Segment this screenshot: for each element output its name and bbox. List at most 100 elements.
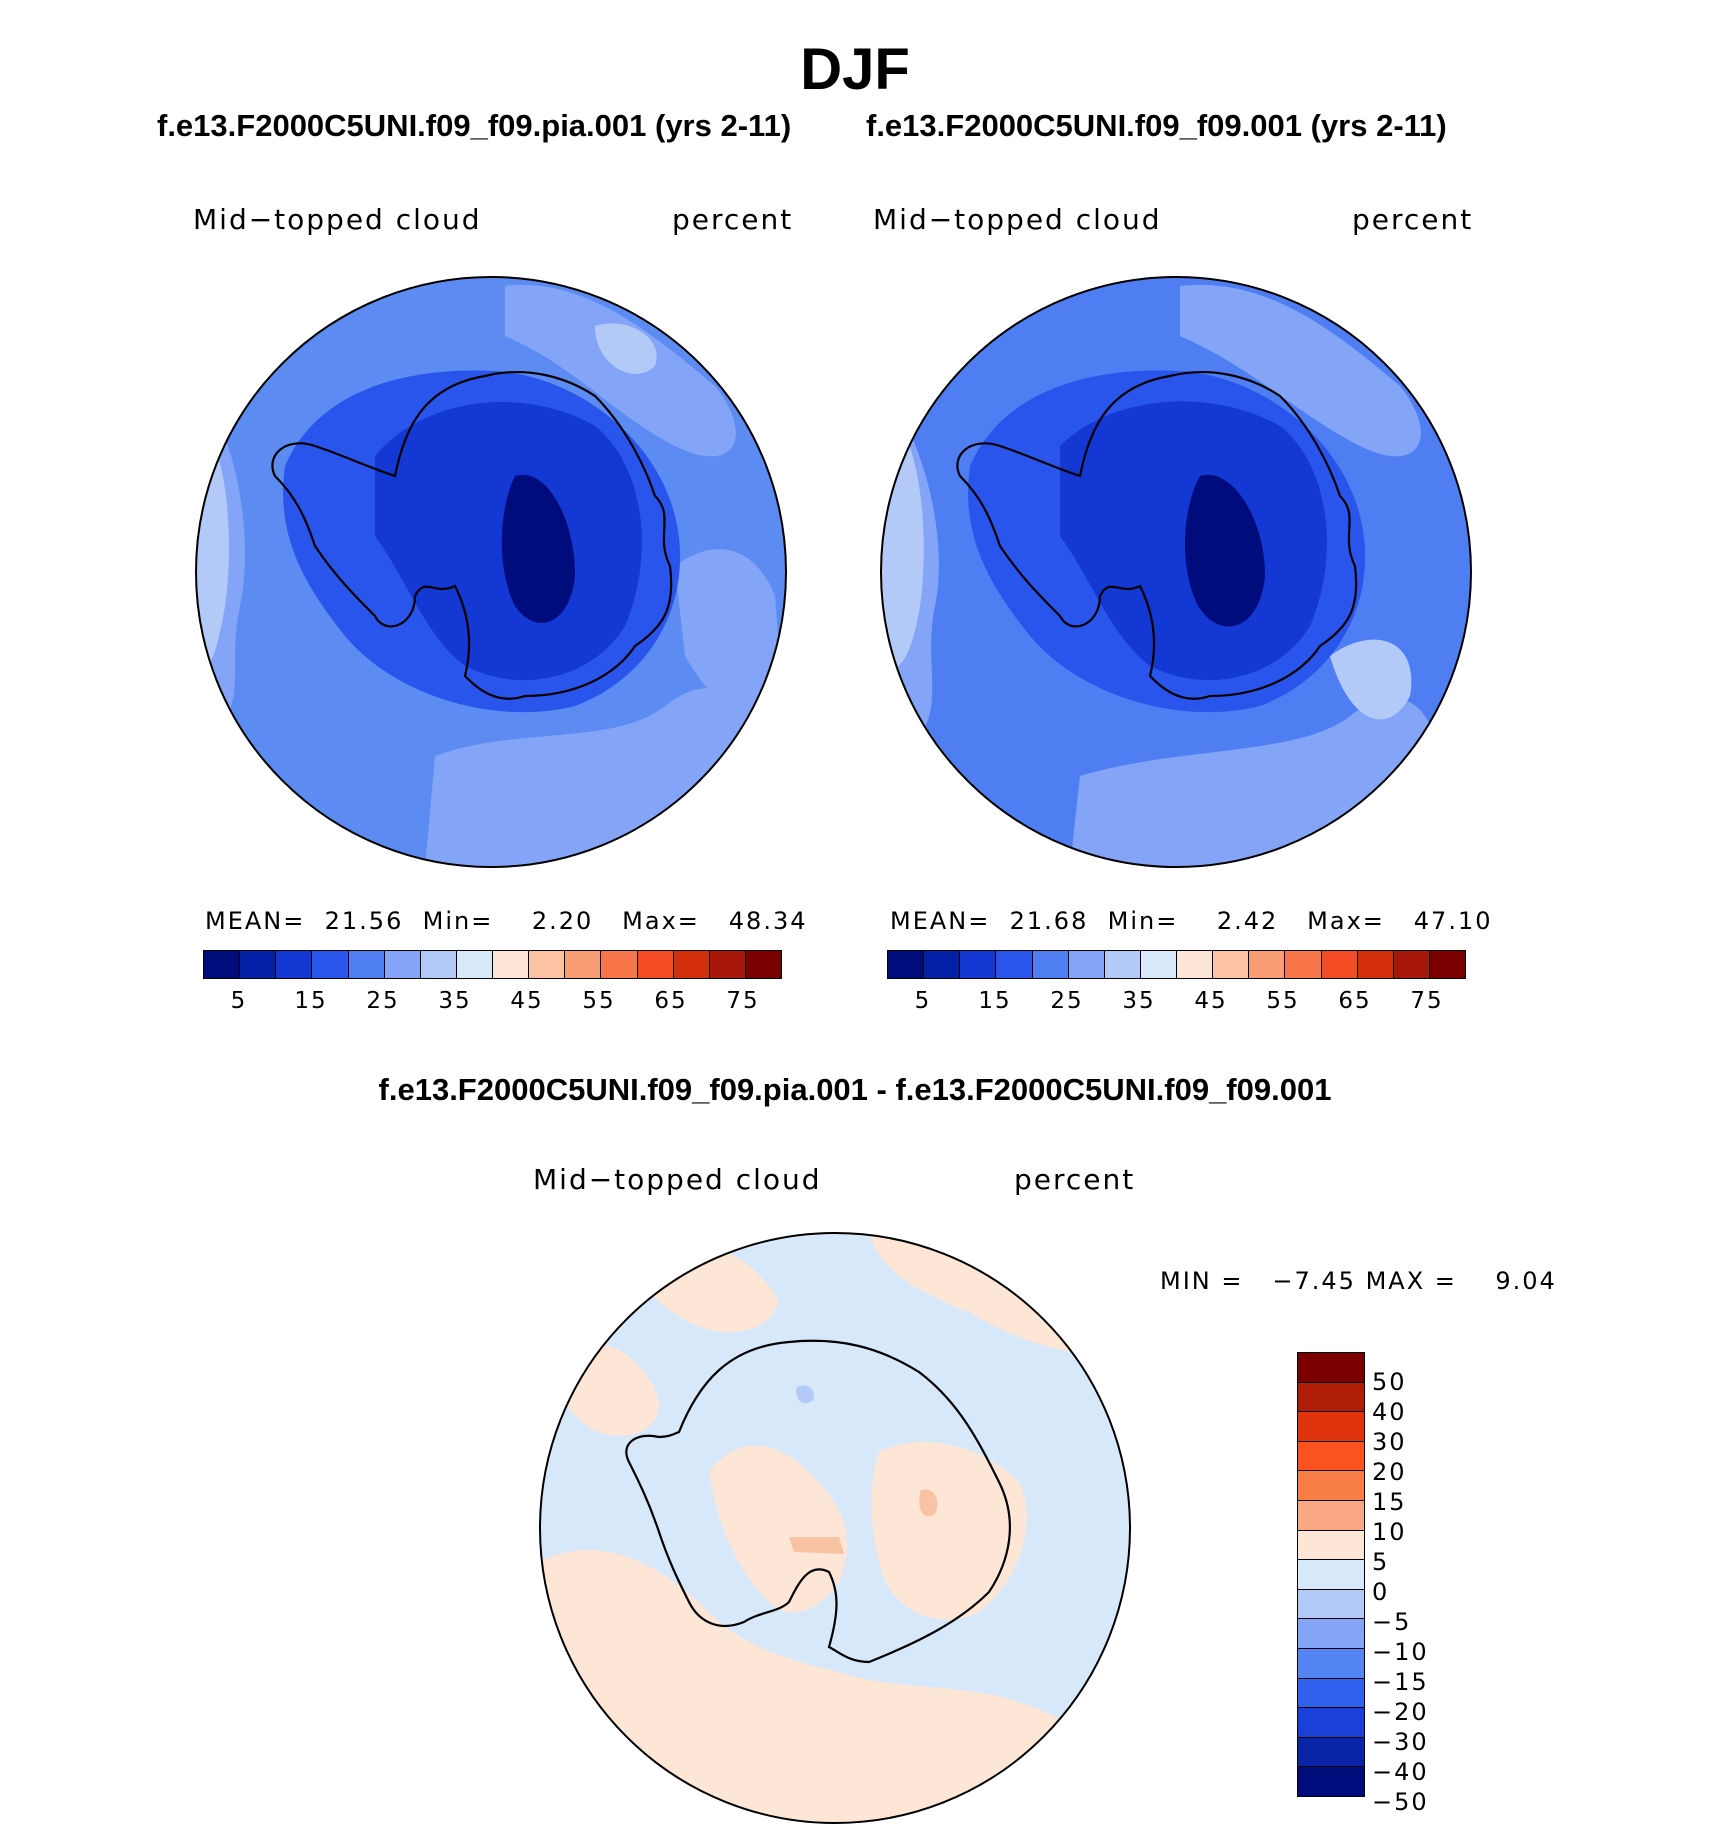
panel-1-mean-value: 21.56 [324, 907, 404, 935]
difference-max-value: 9.04 [1495, 1267, 1557, 1295]
colorbar-swatch [420, 951, 457, 978]
colorbar-tick-label: 15 [294, 988, 328, 1014]
panel-2-max-value: 47.10 [1413, 907, 1493, 935]
colorbar-swatch [1213, 951, 1250, 978]
colorbar-swatch [996, 951, 1033, 978]
colorbar-swatch [709, 951, 746, 978]
panel-2-min-value: 2.42 [1216, 907, 1279, 935]
colorbar-swatch [1032, 951, 1069, 978]
colorbar-swatch [204, 951, 241, 978]
difference-colorbar-tick-label: −10 [1372, 1638, 1429, 1666]
difference-colorbar-swatch [1298, 1708, 1364, 1738]
colorbar-swatch [888, 951, 925, 978]
panel-1-colorbar-ticks: 5 15 25 35 45 55 65 75 [203, 988, 780, 1018]
colorbar-swatch [312, 951, 349, 978]
difference-colorbar-tick-label: 50 [1372, 1368, 1407, 1396]
panel-1-max-value: 48.34 [728, 907, 808, 935]
difference-colorbar-tick-label: 0 [1372, 1578, 1390, 1606]
colorbar-tick-label: 45 [1194, 988, 1228, 1014]
difference-colorbar-swatch [1298, 1471, 1364, 1501]
colorbar-swatch [1357, 951, 1394, 978]
panel-1-coastline [271, 370, 673, 700]
panel-1-max-label: Max= [622, 907, 700, 935]
colorbar-tick-label: 25 [366, 988, 400, 1014]
colorbar-tick-label: 65 [1338, 988, 1372, 1014]
difference-hot-region [789, 1537, 844, 1554]
colorbar-tick-label: 55 [582, 988, 616, 1014]
panel-1-colorbar [203, 950, 782, 979]
colorbar-tick-label: 35 [1122, 988, 1156, 1014]
difference-warm-region [540, 1550, 1130, 1823]
colorbar-tick-label: 25 [1050, 988, 1084, 1014]
panel-1-stats: MEAN= 21.56 Min= 2.20 Max= 48.34 [205, 907, 808, 935]
difference-min-label: MIN = [1160, 1267, 1244, 1295]
colorbar-swatch [529, 951, 566, 978]
colorbar-swatch [1321, 951, 1358, 978]
difference-colorbar-tick-label: −40 [1372, 1758, 1429, 1786]
difference-colorbar-tick-label: 40 [1372, 1398, 1407, 1426]
difference-colorbar-tick-label: 15 [1372, 1488, 1407, 1516]
difference-colorbar-swatch [1298, 1619, 1364, 1649]
panel-2-core [1185, 474, 1265, 627]
colorbar-swatch [1393, 951, 1430, 978]
difference-colorbar-swatch [1298, 1441, 1364, 1472]
colorbar-swatch [1249, 951, 1286, 978]
difference-max-label: MAX = [1365, 1267, 1457, 1295]
difference-colorbar-ticks: 50 40 30 20 15 10 5 0 −5 −10 −15 −20 −30… [1372, 1352, 1492, 1816]
colorbar-tick-label: 45 [510, 988, 544, 1014]
colorbar-tick-label: 75 [726, 988, 760, 1014]
difference-variable-label: Mid−topped cloud [533, 1163, 822, 1196]
colorbar-tick-label: 75 [1410, 988, 1444, 1014]
colorbar-swatch [960, 951, 997, 978]
difference-cool-region [796, 1385, 814, 1404]
difference-warm-region [871, 1442, 1027, 1620]
difference-coastline [625, 1339, 1011, 1664]
colorbar-swatch [240, 951, 277, 978]
panel-1-mean-label: MEAN= [205, 907, 306, 935]
difference-colorbar-tick-label: −50 [1372, 1788, 1429, 1816]
colorbar-swatch [565, 951, 602, 978]
difference-colorbar-swatch [1298, 1648, 1364, 1679]
panel-2-polar-map [880, 276, 1472, 868]
colorbar-swatch [601, 951, 638, 978]
colorbar-swatch [637, 951, 674, 978]
difference-colorbar-tick-label: −30 [1372, 1728, 1429, 1756]
panel-1-min-label: Min= [422, 907, 494, 935]
difference-colorbar-tick-label: −15 [1372, 1668, 1429, 1696]
difference-colorbar [1297, 1352, 1365, 1797]
colorbar-swatch [1140, 951, 1177, 978]
panel-1-units-label: percent [672, 203, 794, 236]
panel-1-pale-region [505, 284, 736, 457]
colorbar-swatch [1104, 951, 1141, 978]
panel-2-stats: MEAN= 21.68 Min= 2.42 Max= 47.10 [890, 907, 1493, 935]
difference-colorbar-swatch [1298, 1560, 1364, 1590]
colorbar-swatch [1429, 951, 1465, 978]
panel-2-colorbar-ticks: 5 15 25 35 45 55 65 75 [887, 988, 1464, 1018]
main-title: DJF [800, 37, 910, 102]
difference-colorbar-swatch [1298, 1412, 1364, 1442]
difference-colorbar-swatch [1298, 1589, 1364, 1620]
panel-1-variable-label: Mid−topped cloud [193, 203, 482, 236]
colorbar-swatch [1285, 951, 1322, 978]
difference-colorbar-swatch [1298, 1767, 1364, 1796]
colorbar-swatch [1177, 951, 1214, 978]
colorbar-swatch [924, 951, 961, 978]
panel-2-mean-value: 21.68 [1009, 907, 1089, 935]
difference-colorbar-swatch [1298, 1530, 1364, 1561]
colorbar-tick-label: 5 [230, 988, 248, 1014]
difference-units-label: percent [1014, 1163, 1136, 1196]
difference-hot-region [919, 1489, 938, 1517]
difference-colorbar-tick-label: 5 [1372, 1548, 1390, 1576]
difference-colorbar-tick-label: 30 [1372, 1428, 1407, 1456]
colorbar-swatch [384, 951, 421, 978]
difference-colorbar-swatch [1298, 1737, 1364, 1768]
colorbar-tick-label: 65 [654, 988, 688, 1014]
panel-2-coastline [956, 370, 1358, 700]
difference-polar-map [539, 1232, 1131, 1824]
colorbar-tick-label: 35 [438, 988, 472, 1014]
difference-min-max: MIN = −7.45 MAX = 9.04 [1160, 1267, 1557, 1295]
difference-colorbar-tick-label: −5 [1372, 1608, 1412, 1636]
panel-1-pale-region [595, 323, 657, 374]
colorbar-swatch [493, 951, 530, 978]
colorbar-swatch [348, 951, 385, 978]
